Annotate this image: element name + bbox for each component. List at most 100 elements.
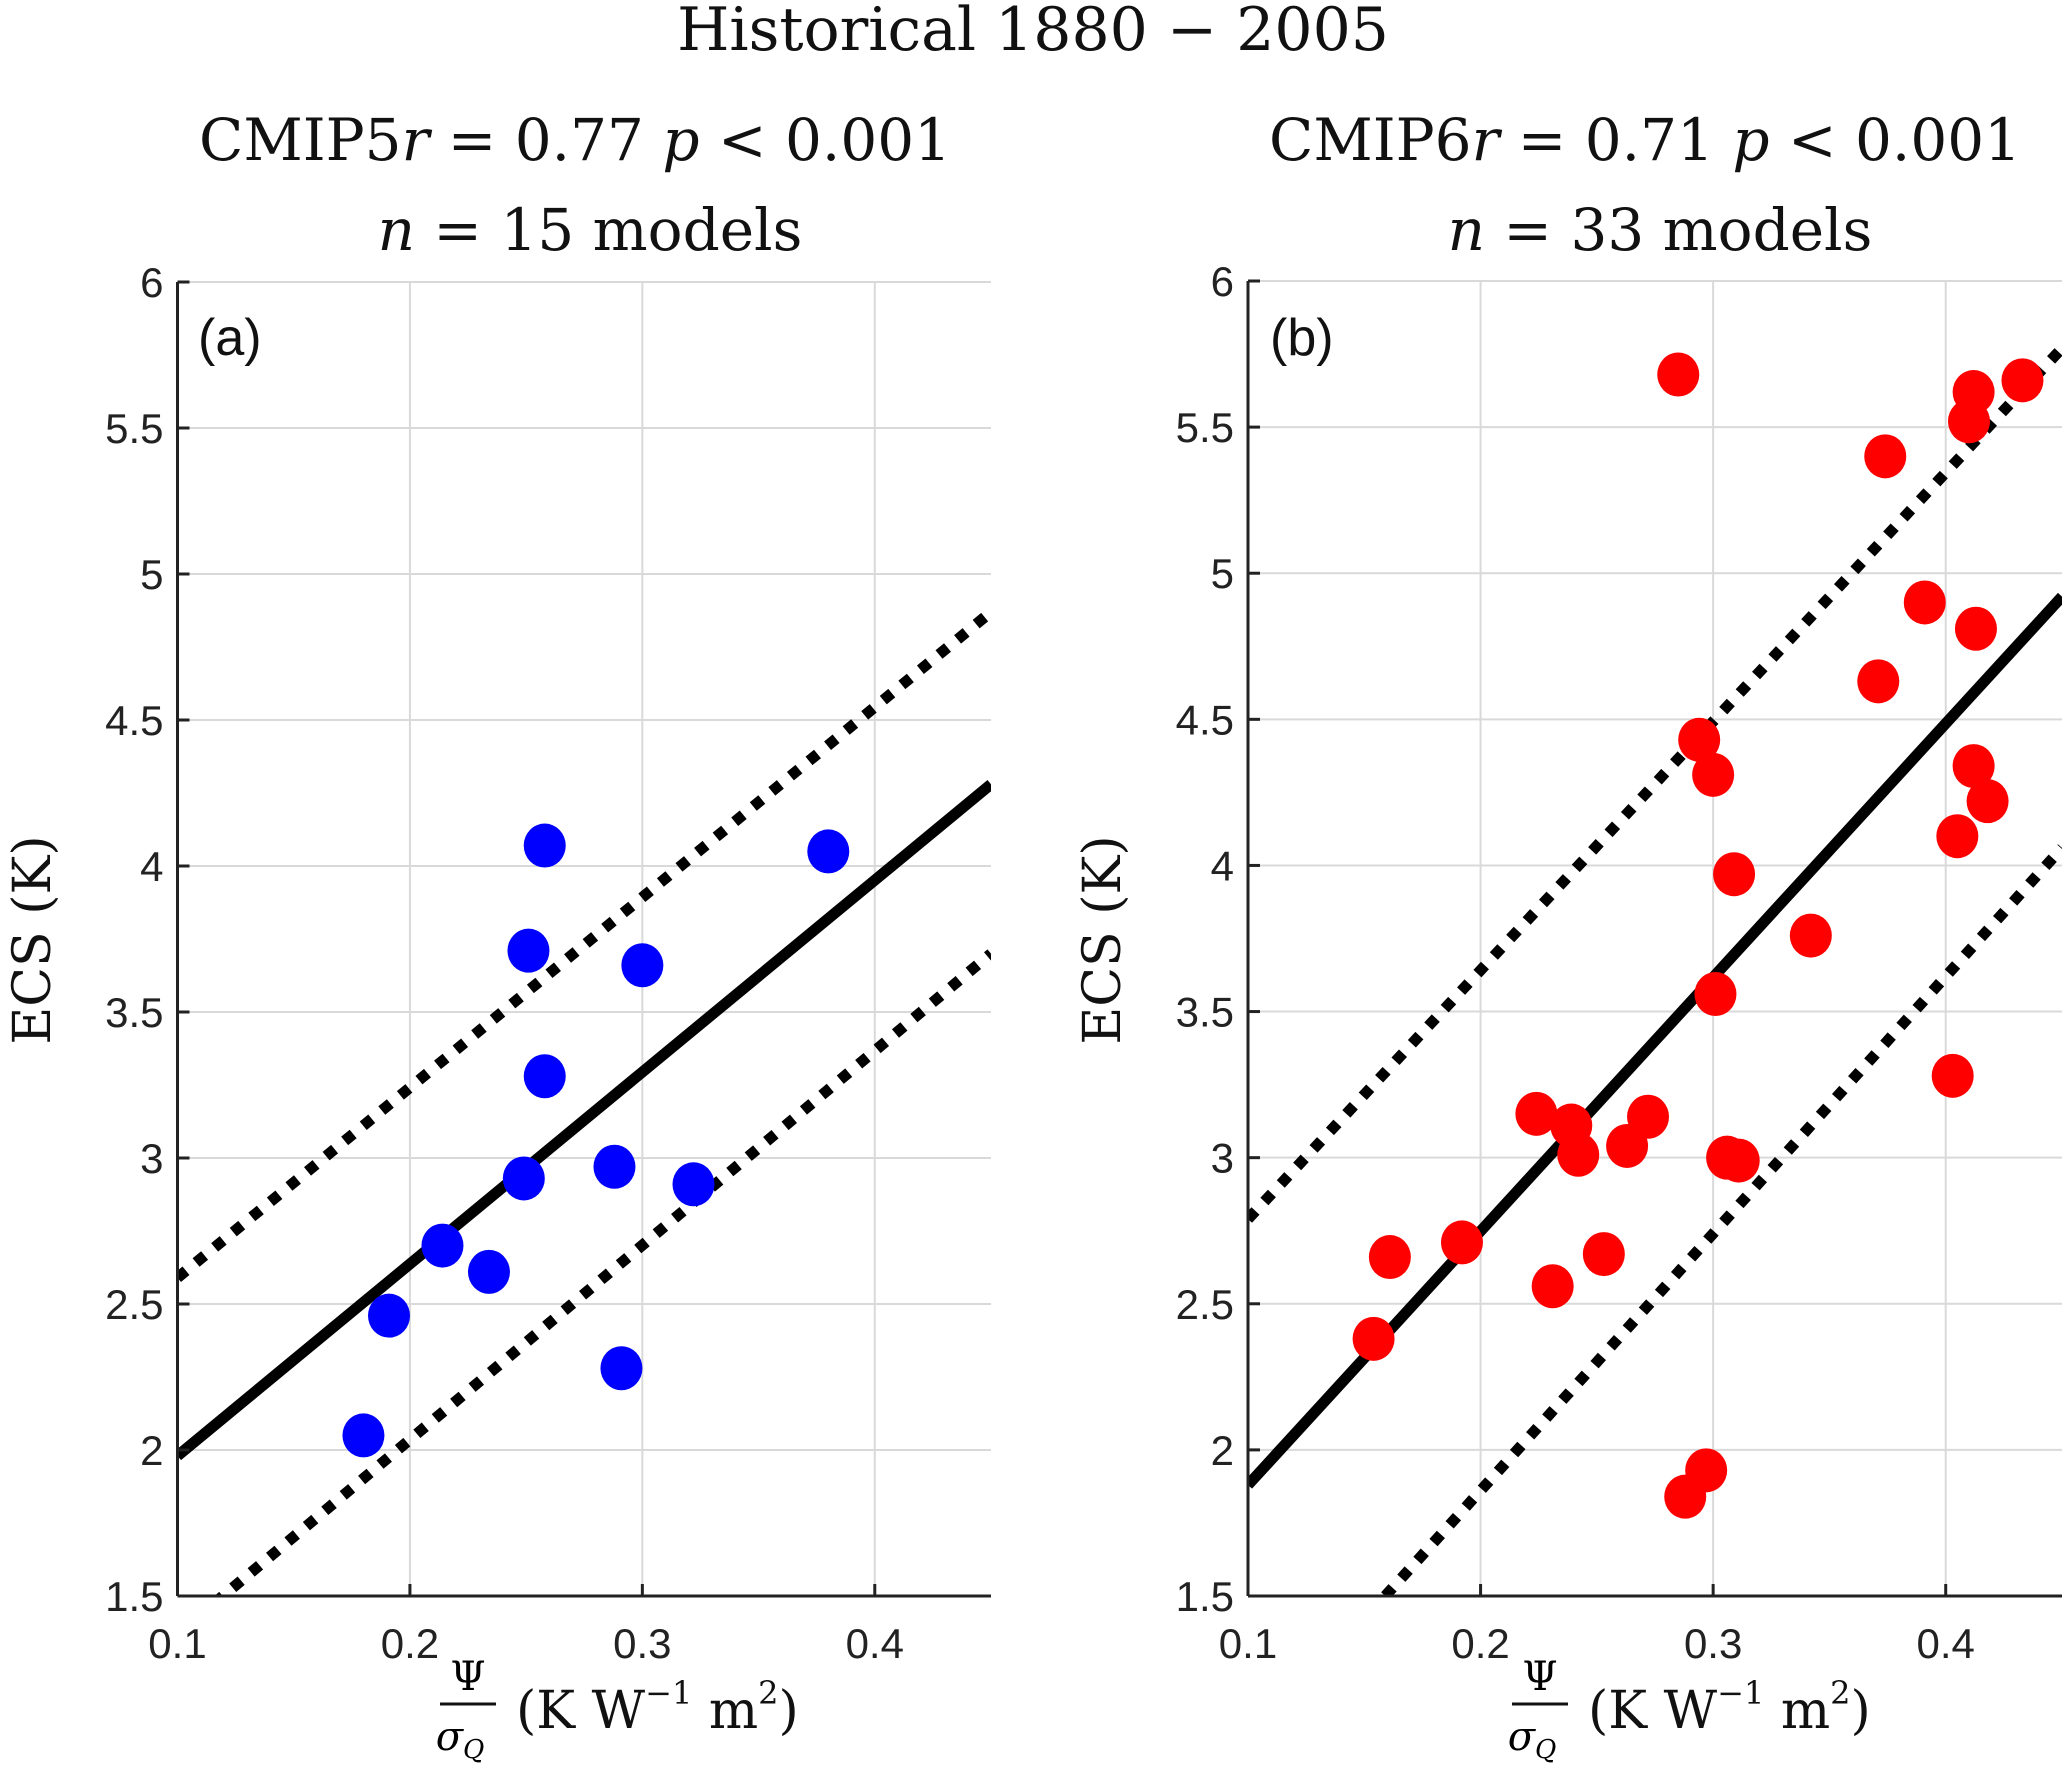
x-axis-label: Ψ σQ (K W−1 m2) — [1508, 1654, 1871, 1765]
data-point — [467, 1249, 510, 1294]
y-tick-label: 5 — [140, 551, 163, 598]
data-point — [600, 1346, 643, 1391]
x-tick-label: 0.3 — [613, 1620, 671, 1667]
r-value: = 0.77 — [429, 106, 662, 174]
data-point — [502, 1156, 545, 1201]
dataset-name: CMIP6 — [1269, 106, 1472, 174]
y-tick-label: 2 — [1211, 1427, 1234, 1474]
x-tick-label: 0.1 — [148, 1620, 206, 1667]
bounds — [177, 607, 991, 1596]
data-point — [1931, 1053, 1974, 1098]
x-tick-label: 0.1 — [1219, 1620, 1277, 1667]
data-point — [1582, 1232, 1625, 1277]
data-point — [507, 928, 550, 973]
x-tick-label: 0.3 — [1684, 1620, 1742, 1667]
y-tick-label: 3 — [1211, 1135, 1234, 1182]
upper-prediction-bound — [177, 607, 991, 1282]
p-symbol: p — [1732, 106, 1769, 174]
data-point — [1966, 779, 2009, 824]
data-point — [1440, 1220, 1483, 1265]
data-point — [1903, 580, 1946, 625]
data-point — [523, 1054, 566, 1099]
panel-label: (a) — [198, 309, 262, 367]
y-tick-label: 3.5 — [105, 989, 163, 1036]
y-axis-label: ECS (K) — [1073, 835, 1133, 1044]
xlabel-denominator: σQ — [436, 1714, 485, 1765]
data-point — [1657, 352, 1700, 397]
x-tick-label: 0.4 — [846, 1620, 904, 1667]
x-axis-label: Ψ σQ (K W−1 m2) — [436, 1654, 799, 1765]
panel-b-title-line2: n = 33 models — [1448, 196, 1873, 264]
y-tick-label: 4 — [140, 843, 163, 890]
grid — [177, 281, 991, 1596]
r-symbol: r — [1472, 106, 1503, 174]
y-tick-label: 3 — [140, 1135, 163, 1182]
y-tick-label: 6 — [140, 259, 163, 306]
data-point — [1606, 1123, 1649, 1168]
y-tick-label: 4.5 — [1176, 696, 1234, 743]
grid — [1248, 280, 2062, 1596]
data-point — [1936, 814, 1979, 859]
data-point — [1954, 606, 1997, 651]
axes: 1.5 2 2.5 3 3.5 4 4.5 5 5.5 6 0.1 0.2 0.3 0.4 — [1176, 258, 2062, 1667]
xlabel-units: (K W−1 m2) — [516, 1674, 799, 1741]
figure-title: Historical 1880 − 2005 — [677, 0, 1389, 65]
y-tick-label: 6 — [1211, 258, 1234, 305]
data-point — [1717, 1138, 1760, 1183]
n-value: = 33 models — [1485, 196, 1872, 264]
data-point — [1352, 1316, 1395, 1361]
p-symbol: p — [662, 106, 699, 174]
data-point — [1789, 913, 1832, 958]
y-axis-label: ECS (K) — [3, 835, 63, 1044]
data-point — [368, 1293, 411, 1338]
xlabel-numerator: Ψ — [1522, 1654, 1557, 1700]
n-symbol: n — [378, 196, 415, 264]
x-tick-label: 0.2 — [381, 1620, 439, 1667]
y-tick-label: 3.5 — [1176, 989, 1234, 1036]
data-point — [523, 823, 566, 868]
data-point — [1557, 1132, 1600, 1177]
data-point — [1947, 399, 1990, 444]
data-point — [1713, 852, 1756, 897]
data-point — [1368, 1235, 1411, 1280]
y-tick-label: 5 — [1211, 550, 1234, 597]
data-point — [1694, 972, 1737, 1017]
panel-label: (b) — [1270, 309, 1334, 367]
y-tick-label: 1.5 — [1176, 1573, 1234, 1620]
panel-b: CMIP6r = 0.71 p < 0.001 n = 33 models 1.… — [1073, 106, 2062, 1765]
data-point — [1864, 434, 1907, 479]
bounds — [1248, 344, 2062, 1596]
scatter-points — [342, 823, 850, 1458]
y-tick-label: 2.5 — [1176, 1281, 1234, 1328]
y-tick-label: 4.5 — [105, 697, 163, 744]
axes: 1.5 2 2.5 3 3.5 4 4.5 5 5.5 6 0.1 0.2 0.3 0.4 — [105, 259, 991, 1667]
n-symbol: n — [1448, 196, 1485, 264]
data-point — [421, 1223, 464, 1268]
x-tick-label: 0.2 — [1451, 1620, 1509, 1667]
data-point — [593, 1144, 636, 1189]
xlabel-units: (K W−1 m2) — [1588, 1674, 1871, 1741]
panel-a-title-line2: n = 15 models — [378, 196, 803, 264]
data-point — [807, 829, 850, 874]
upper-prediction-bound — [1248, 344, 2062, 1223]
panel-a: CMIP5r = 0.77 p < 0.001 n = 15 models 1.… — [3, 106, 991, 1765]
data-point — [672, 1162, 715, 1207]
y-tick-label: 5.5 — [1176, 404, 1234, 451]
lower-prediction-bound — [214, 949, 991, 1596]
lower-prediction-bound — [1381, 844, 2062, 1596]
y-tick-label: 1.5 — [105, 1573, 163, 1620]
p-value: < 0.001 — [700, 106, 952, 174]
data-point — [2001, 358, 2044, 403]
data-point — [342, 1413, 385, 1458]
xlabel-numerator: Ψ — [450, 1654, 485, 1700]
data-point — [1952, 744, 1995, 789]
regression-line — [177, 779, 991, 1461]
data-point — [1678, 717, 1721, 762]
x-tick-label: 0.4 — [1917, 1620, 1975, 1667]
r-value: = 0.71 — [1499, 106, 1732, 174]
y-tick-label: 2 — [140, 1427, 163, 1474]
panel-b-title-line1: CMIP6r = 0.71 p < 0.001 — [1269, 106, 2021, 174]
r-symbol: r — [402, 106, 433, 174]
data-point — [621, 943, 664, 988]
